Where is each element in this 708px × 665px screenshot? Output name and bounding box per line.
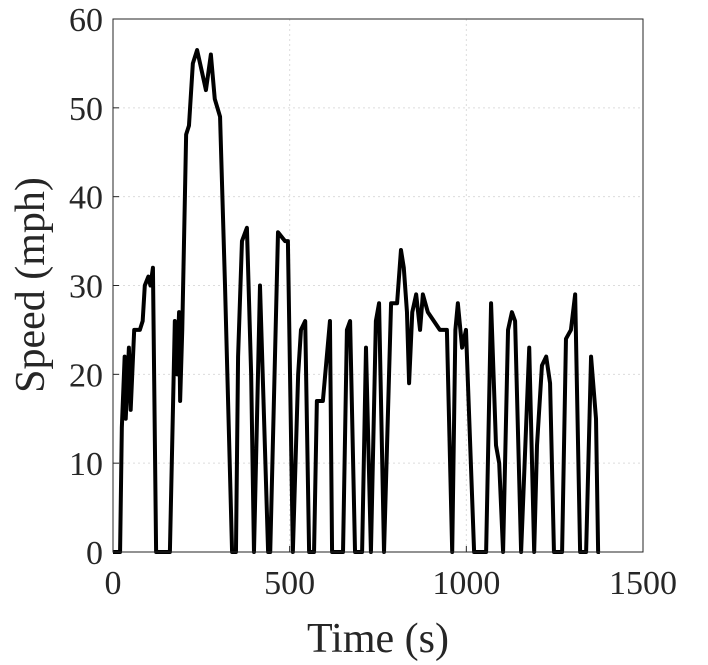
- x-tick-label: 1500: [609, 565, 677, 602]
- y-tick-label: 60: [69, 2, 103, 39]
- speed-line: [113, 48, 601, 554]
- y-tick-label: 50: [69, 91, 103, 128]
- plot-frame: [112, 18, 644, 553]
- x-axis-label: Time (s): [307, 616, 449, 662]
- y-tick-label: 10: [69, 446, 103, 483]
- y-tick-label: 0: [86, 535, 103, 572]
- y-tick-label: 20: [69, 357, 103, 394]
- y-axis-label: Speed (mph): [8, 177, 54, 393]
- y-tick-label: 30: [69, 269, 103, 306]
- x-tick-label: 0: [105, 565, 122, 602]
- x-tick-label: 500: [264, 565, 315, 602]
- y-tick-label: 40: [69, 180, 103, 217]
- x-tick-label: 1000: [432, 565, 500, 602]
